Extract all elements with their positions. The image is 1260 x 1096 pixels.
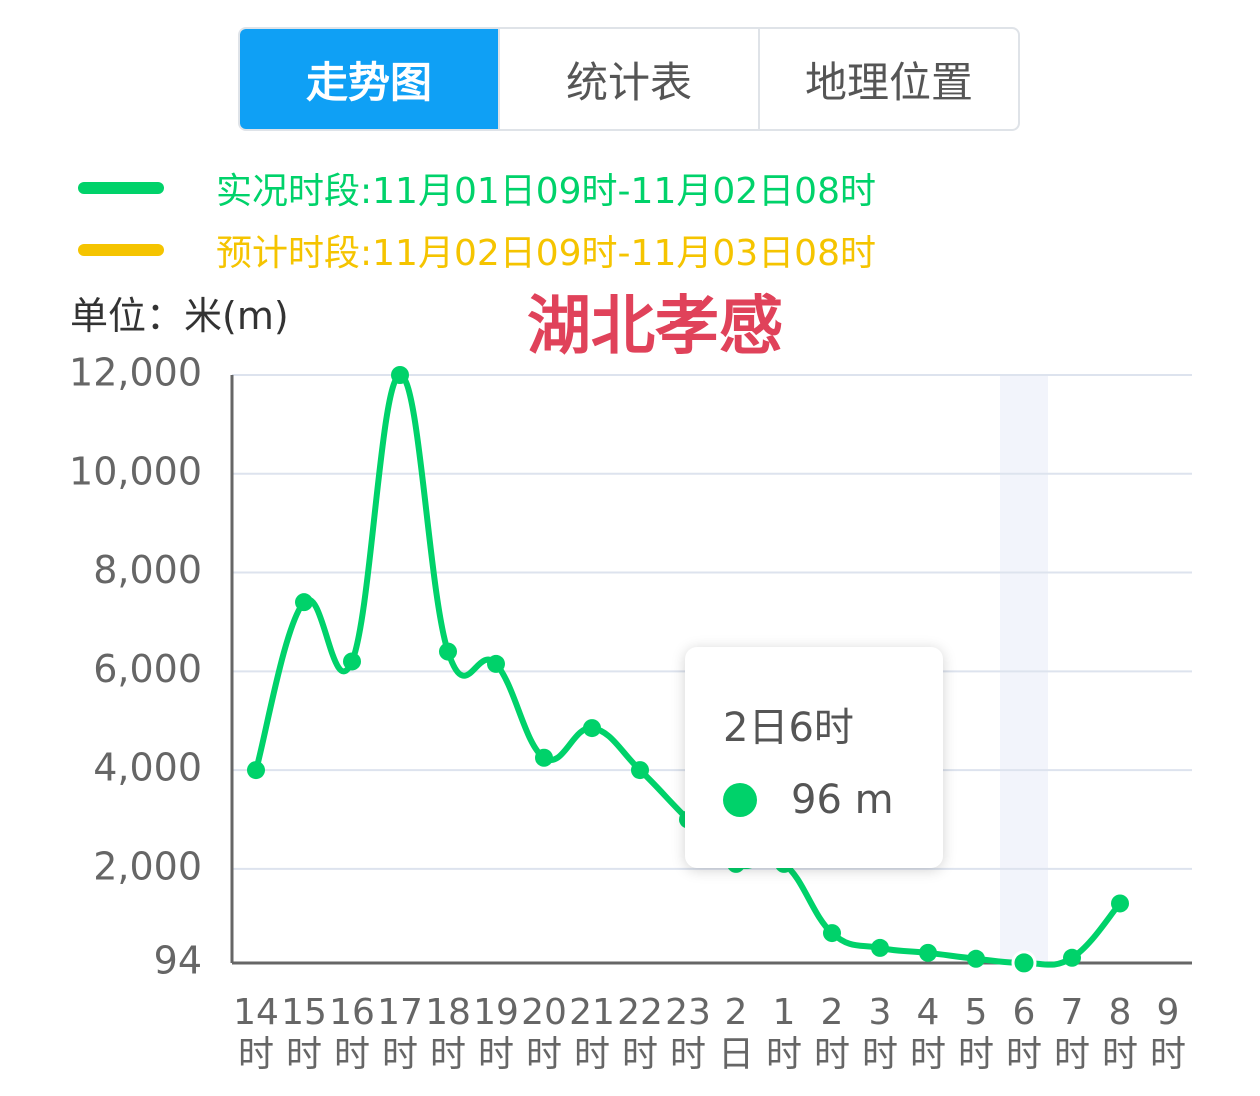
x-tick-label: 4时 [909, 992, 946, 1075]
point [439, 642, 457, 661]
legend-text: 预计时段:11月02日09时-11月03日08时 [216, 233, 876, 274]
point [487, 654, 505, 673]
tab[interactable]: 统计表 [498, 29, 758, 129]
point [967, 949, 985, 968]
tab-bar: 走势图 统计表 地理位置 [238, 27, 1020, 131]
tooltip-dot [723, 783, 757, 817]
x-tick-label: 16时 [329, 992, 375, 1075]
legend-item: 实况时段:11月01日09时-11月02日08时 [78, 162, 876, 214]
tooltip-row: 96 m [723, 777, 943, 823]
point [919, 943, 937, 962]
x-tick-label: 5时 [957, 992, 994, 1075]
y-tick-label: 12,000 [69, 351, 202, 395]
y-tick-label: 4,000 [93, 746, 202, 790]
x-tick-label: 14时 [233, 992, 279, 1075]
x-tick-label: 20时 [521, 992, 567, 1075]
x-tick-label: 2时 [813, 992, 850, 1075]
legend-item: 预计时段:11月02日09时-11月03日08时 [78, 224, 876, 276]
legend-swatch [78, 244, 164, 256]
x-tick-label: 9时 [1149, 992, 1186, 1075]
x-tick-label: 15时 [281, 992, 327, 1075]
tooltip-text: 96 m [791, 777, 894, 823]
point [1111, 894, 1129, 913]
tooltip: 2日6时 96 m [685, 647, 943, 868]
point [583, 719, 601, 738]
point [343, 652, 361, 671]
y-tick-label: 2,000 [93, 844, 202, 888]
tab[interactable]: 走势图 [240, 29, 498, 129]
point [1011, 950, 1037, 976]
legend-text: 实况时段:11月01日09时-11月02日08时 [216, 171, 876, 212]
x-tick-label: 2日 [717, 992, 754, 1075]
point [871, 938, 889, 957]
x-tick-label: 22时 [617, 992, 663, 1075]
unit-label: 单位：米(m) [70, 294, 289, 338]
point [247, 761, 265, 780]
x-tick-label: 6时 [1005, 992, 1042, 1075]
point [823, 924, 841, 943]
y-tick-label: 10,000 [69, 449, 202, 493]
y-tick-label: 8,000 [93, 548, 202, 592]
point [295, 593, 313, 612]
hover-band [1000, 375, 1048, 963]
x-tick-label: 8时 [1101, 992, 1138, 1075]
y-tick-label: 6,000 [93, 647, 202, 691]
tooltip-title: 2日6时 [723, 705, 854, 751]
x-tick-label: 3时 [861, 992, 898, 1075]
x-tick-label: 21时 [569, 992, 615, 1075]
tab[interactable]: 地理位置 [758, 29, 1018, 129]
point [631, 761, 649, 780]
chart-title: 湖北孝感 [527, 290, 783, 364]
x-tick-label: 7时 [1053, 992, 1090, 1075]
y-tick-label: 94 [154, 939, 202, 983]
x-tick-label: 23时 [665, 992, 711, 1075]
x-tick-label: 17时 [377, 992, 423, 1075]
x-tick-label: 18时 [425, 992, 471, 1075]
legend-swatch [78, 182, 164, 194]
point [391, 366, 409, 384]
point [1063, 948, 1081, 967]
point [535, 748, 553, 767]
x-tick-label: 19时 [473, 992, 519, 1075]
x-tick-label: 1时 [765, 992, 802, 1075]
